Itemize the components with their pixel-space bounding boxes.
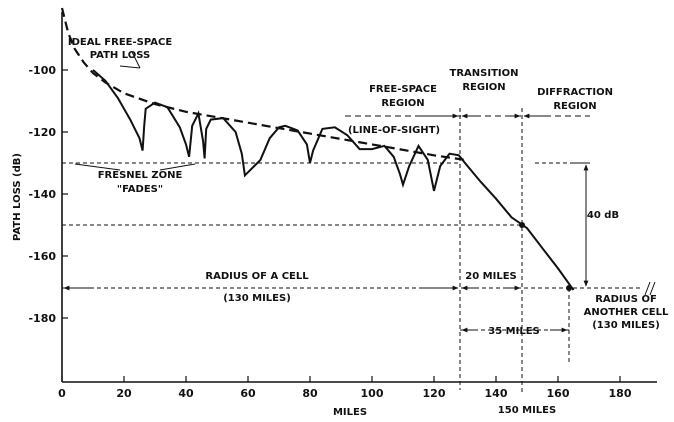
y-tick-label: -160 — [28, 250, 56, 263]
break-mark-2 — [649, 281, 656, 296]
dimension-arrows — [63, 51, 568, 333]
x-tick-label: 40 — [178, 387, 194, 400]
x-tick-label: 100 — [361, 387, 384, 400]
fresnel-pointer-1 — [74, 163, 121, 171]
transition-label-line2: REGION — [462, 82, 505, 93]
x-tick-label: 120 — [423, 387, 446, 400]
break-mark-1 — [644, 281, 651, 296]
miles20-label: 20 MILES — [465, 271, 516, 282]
y-tick-label: -120 — [28, 126, 56, 139]
ideal-label-pointer — [119, 51, 141, 69]
x-tick-label: 20 — [116, 387, 132, 400]
ideal-label-line2: PATH LOSS — [90, 50, 151, 61]
axis-ticks: 0 20 40 60 80 100 120 140 160 180 -100 -120 -140 -160… — [28, 64, 631, 400]
fresnel-pointer-2 — [159, 163, 196, 171]
another-cell-label-line1: RADIUS OF — [595, 294, 657, 305]
x-tick-label: 180 — [609, 387, 632, 400]
radius-label-line1: RADIUS OF A CELL — [205, 271, 309, 282]
diffraction-label-line1: DIFFRACTION — [537, 87, 613, 98]
x-tick-label: 0 — [58, 387, 66, 400]
db40-label: 40 dB — [587, 210, 619, 221]
miles35-label: 35 MILES — [488, 326, 539, 337]
free-space-label-line2: REGION — [381, 98, 424, 109]
x-axis-title: MILES — [333, 407, 367, 418]
radius-label-line2: (130 MILES) — [223, 293, 291, 304]
diffraction-label-line2: REGION — [553, 101, 596, 112]
los-label: (LINE-OF-SIGHT) — [348, 125, 440, 136]
path-loss-curve — [92, 69, 575, 291]
y-tick-label: -100 — [28, 64, 56, 77]
point-150-miles — [519, 222, 525, 228]
x-tick-label: 160 — [547, 387, 570, 400]
x-tick-label: 60 — [240, 387, 256, 400]
x-tick-label: 80 — [302, 387, 318, 400]
y-tick-label: -180 — [28, 312, 56, 325]
fresnel-label-line1: FRESNEL ZONE — [98, 170, 183, 181]
fresnel-label-line2: "FADES" — [117, 184, 163, 195]
miles150-label: 150 MILES — [498, 405, 556, 416]
point-165-miles — [566, 285, 572, 291]
another-cell-label-line2: ANOTHER CELL — [584, 307, 669, 318]
another-cell-label-line3: (130 MILES) — [592, 320, 660, 331]
transition-label-line1: TRANSITION — [450, 68, 519, 79]
guide-lines — [62, 108, 656, 395]
annotations: IDEAL FREE-SPACE PATH LOSS FREE-SPACE RE… — [68, 37, 669, 416]
y-axis-title: PATH LOSS (dB) — [12, 153, 23, 241]
ideal-label-line1: IDEAL FREE-SPACE — [68, 37, 172, 48]
free-space-label-line1: FREE-SPACE — [369, 84, 437, 95]
y-tick-label: -140 — [28, 188, 56, 201]
x-tick-label: 140 — [485, 387, 508, 400]
ideal-free-space-curve — [60, 7, 466, 161]
